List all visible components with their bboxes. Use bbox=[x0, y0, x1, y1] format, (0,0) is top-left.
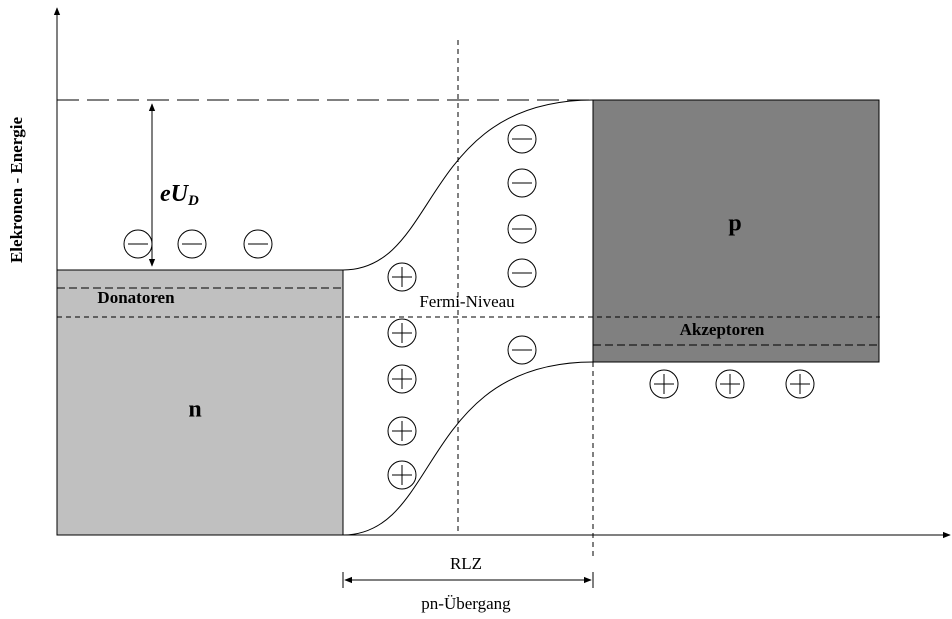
axis-label: Elekronen - Energie bbox=[7, 117, 26, 264]
p-label: p bbox=[728, 211, 741, 237]
n-region bbox=[56, 269, 344, 536]
rlz-label: RLZ bbox=[450, 554, 482, 573]
fermi-label: Fermi-Niveau bbox=[419, 292, 515, 311]
valence-band bbox=[342, 361, 594, 536]
acceptor-label: Akzeptoren bbox=[680, 320, 765, 339]
donor-label: Donatoren bbox=[97, 288, 175, 307]
potential-label: eUD bbox=[160, 181, 199, 210]
n-label: n bbox=[188, 397, 201, 423]
junction-label: pn-Übergang bbox=[421, 594, 511, 613]
p-region bbox=[592, 99, 880, 363]
dashed-lines bbox=[57, 40, 880, 560]
conduction-band bbox=[342, 99, 594, 271]
